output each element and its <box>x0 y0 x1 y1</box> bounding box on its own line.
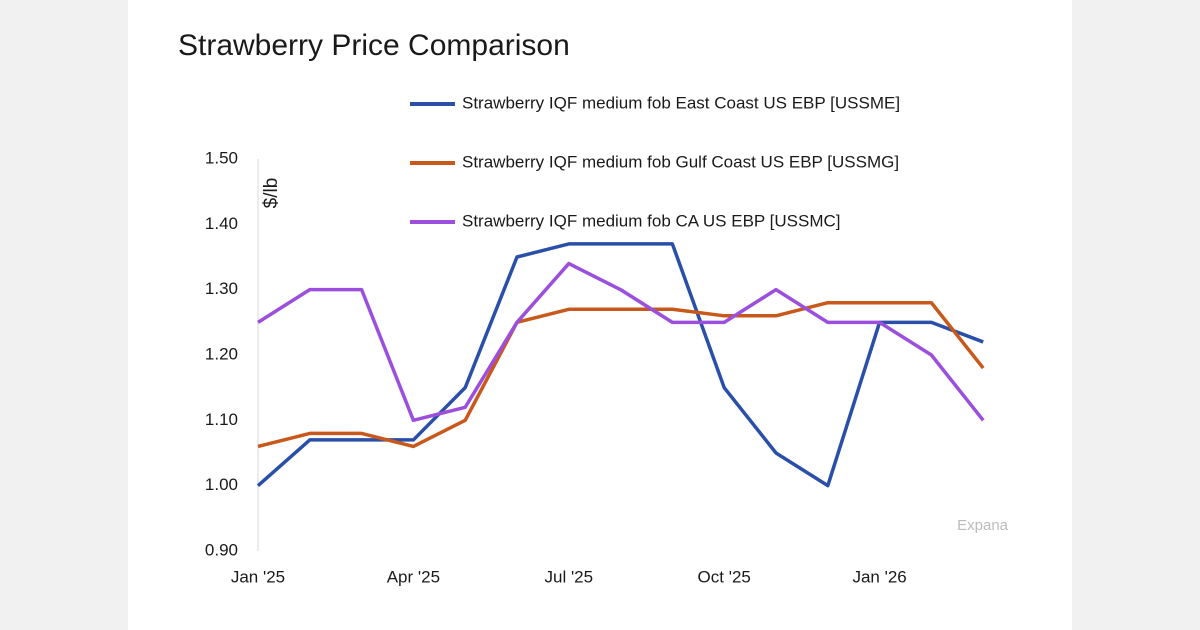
series-line <box>257 261 985 423</box>
x-tick-label: Oct '25 <box>698 567 751 586</box>
panel <box>128 0 1072 630</box>
x-tick-label: Jan '25 <box>231 567 285 586</box>
legend-label: Strawberry IQF medium fob East Coast US … <box>462 93 900 112</box>
chart-title: Strawberry Price Comparison <box>178 29 570 62</box>
series-line <box>256 242 984 488</box>
y-tick-label: 1.40 <box>205 214 238 233</box>
y-tick-label: 1.10 <box>205 410 238 429</box>
x-tick-label: Apr '25 <box>387 567 440 586</box>
y-tick-label: 1.30 <box>205 279 238 298</box>
y-tick-label: 0.90 <box>205 540 238 559</box>
y-tick-label: 1.50 <box>205 148 238 167</box>
legend-label: Strawberry IQF medium fob Gulf Coast US … <box>462 152 899 171</box>
y-axis-label: $/lb <box>261 178 282 209</box>
x-tick-label: Jul '25 <box>544 567 593 586</box>
source: Expana <box>957 517 1009 534</box>
legend-label: Strawberry IQF medium fob CA US EBP [USS… <box>462 211 841 230</box>
series-line <box>257 300 985 449</box>
x-tick-label: Jan '26 <box>852 567 906 586</box>
y-tick-label: 1.20 <box>205 344 238 363</box>
y-tick-label: 1.00 <box>205 475 238 494</box>
